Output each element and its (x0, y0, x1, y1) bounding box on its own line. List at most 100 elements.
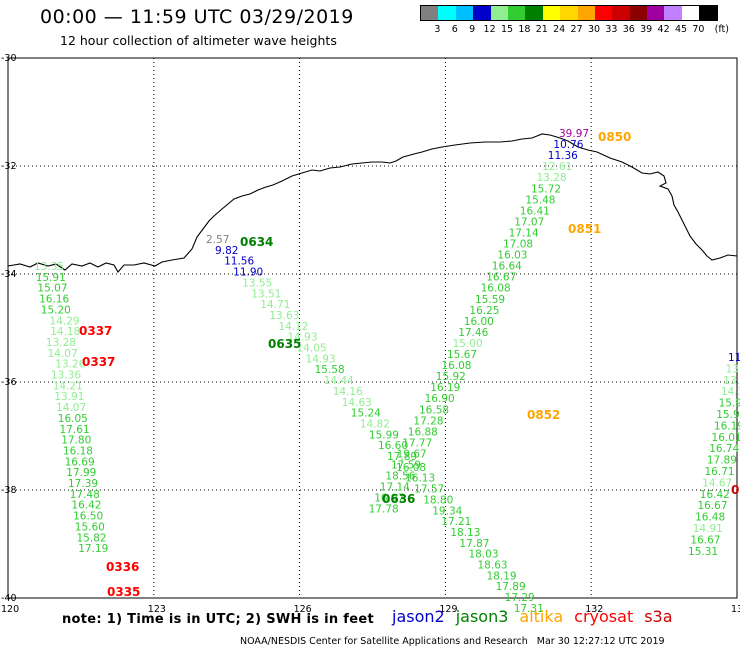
legend-label: 21 (535, 24, 548, 35)
swh-value: 11.36 (548, 150, 578, 162)
swh-value: 16.48 (695, 512, 725, 524)
swh-value: 14.82 (360, 418, 390, 430)
legend-label: 33 (605, 24, 618, 35)
swh-value: 15.92 (436, 371, 466, 383)
legend-swatch (507, 6, 526, 20)
legend-label: 15 (500, 24, 514, 35)
swh-value: 16.41 (520, 205, 550, 217)
swh-value: 14.67 (702, 477, 732, 489)
swh-value: 15.31 (688, 546, 718, 558)
swh-value: 14.44 (324, 375, 354, 387)
swh-value: 39.97 (559, 128, 589, 140)
legend-unit: (ft) (714, 24, 729, 35)
swh-value: 16.42 (700, 489, 730, 501)
swh-value: 17.46 (458, 327, 488, 339)
legend-label: 3 (434, 24, 441, 35)
satellite-altika: altika (519, 607, 564, 626)
graticule (8, 58, 737, 598)
legend-swatch (438, 6, 456, 20)
legend-label: 45 (674, 24, 688, 35)
swh-value: 13.91 (54, 391, 84, 403)
swh-value: 13.63 (269, 310, 299, 322)
swh-value: 15.24 (351, 408, 381, 420)
swh-value: 16.69 (65, 456, 95, 468)
track-0850-0852: 39.9710.7611.3612.6113.2815.7215.4816.41… (369, 128, 589, 516)
swh-value: 15.92 (719, 398, 740, 410)
swh-value: 16.50 (73, 511, 103, 523)
swh-value: 16.03 (497, 250, 527, 262)
track-east: 111313.214.315.9215.9816.1916.0116.7417.… (688, 352, 740, 558)
swh-value: 13.28 (537, 172, 567, 184)
swh-value: 17.19 (78, 543, 108, 555)
swh-value: 16.67 (690, 534, 720, 546)
legend-swatch (421, 6, 439, 20)
swh-value: 19.67 (397, 448, 427, 460)
legend-labels: 3 6 9 12 15 18 21 24 27 30 33 36 39 42 45 70 (ft) (420, 21, 729, 35)
swh-value: 17.48 (70, 489, 100, 501)
footnote: note: 1) Time is in UTC; 2) SWH is in fe… (62, 612, 374, 627)
swh-value: 13.55 (242, 277, 272, 289)
legend-label: 36 (622, 24, 635, 35)
satellite-key: jason2 jason3 altika cryosat s3a (392, 607, 684, 626)
satellite-tracks: 13.3515.9115.0716.1615.2014.2914.1813.28… (34, 128, 740, 615)
swh-value: 16.19 (714, 420, 740, 432)
swh-value: 17.78 (369, 504, 399, 516)
swh-value: 18.19 (487, 570, 517, 582)
swh-value: 16.42 (71, 500, 101, 512)
swh-value: 16.60 (378, 440, 408, 452)
legend-label: 70 (692, 24, 705, 35)
swh-value: 17.14 (380, 482, 410, 494)
legend-label: 27 (570, 24, 583, 35)
swh-value: 14.07 (48, 348, 78, 360)
lon-label: 126 (294, 604, 312, 615)
lat-label: -40 (1, 593, 17, 604)
swh-value: 2.57 (206, 234, 229, 246)
swh-value: 15.07 (37, 283, 67, 295)
swh-value: 16.64 (492, 261, 522, 273)
swh-value: 17.99 (66, 467, 96, 479)
legend-swatches (420, 5, 718, 21)
legend-swatch (699, 6, 717, 20)
satellite-jason3: jason3 (455, 607, 509, 626)
swh-value: 17.08 (503, 239, 533, 251)
legend-swatch (542, 6, 561, 20)
swh-value: 16.88 (408, 426, 438, 438)
map-frame (7, 57, 738, 599)
lat-label: -32 (1, 161, 17, 172)
swh-value: 13.2 (723, 375, 740, 387)
map-subtitle: 12 hour collection of altimeter wave hei… (60, 33, 337, 48)
swh-value: 16.74 (709, 443, 739, 455)
credit-line: NOAA/NESDIS Center for Satellite Applica… (240, 636, 665, 647)
pass-time-label: 0337 (79, 324, 112, 338)
swh-value: 11.56 (224, 256, 254, 268)
swh-value: 15.67 (447, 349, 477, 361)
swh-value: 13.51 (251, 288, 281, 300)
pass-time-label: 0337 (82, 355, 115, 369)
swh-value: 16.05 (58, 413, 88, 425)
legend-label: 24 (553, 24, 566, 35)
swh-value: 12.61 (542, 161, 572, 173)
legend-label: 39 (640, 24, 653, 35)
swh-value: 13.36 (51, 370, 81, 382)
legend-label: 30 (587, 24, 601, 35)
swh-value: 17.21 (441, 516, 471, 528)
legend-swatch (577, 6, 595, 20)
lon-label: 120 (1, 604, 19, 615)
swh-value: 18.03 (468, 549, 498, 561)
swh-value: 18.80 (423, 494, 453, 506)
swh-value: 14.05 (297, 343, 327, 355)
lat-label: -38 (1, 485, 17, 496)
swh-value: 15.99 (369, 429, 399, 441)
swh-value: 11.90 (233, 267, 263, 279)
legend-swatch (490, 6, 508, 20)
swh-value: 15.60 (75, 521, 105, 533)
swh-value: 15.82 (77, 532, 107, 544)
swh-value: 11 (728, 352, 740, 364)
pass-time-label: 0 (731, 483, 739, 497)
swh-value: 16.25 (469, 305, 499, 317)
swh-value: 17.57 (414, 484, 444, 496)
swh-value: 15.72 (531, 183, 561, 195)
swh-value: 15.00 (453, 338, 483, 350)
